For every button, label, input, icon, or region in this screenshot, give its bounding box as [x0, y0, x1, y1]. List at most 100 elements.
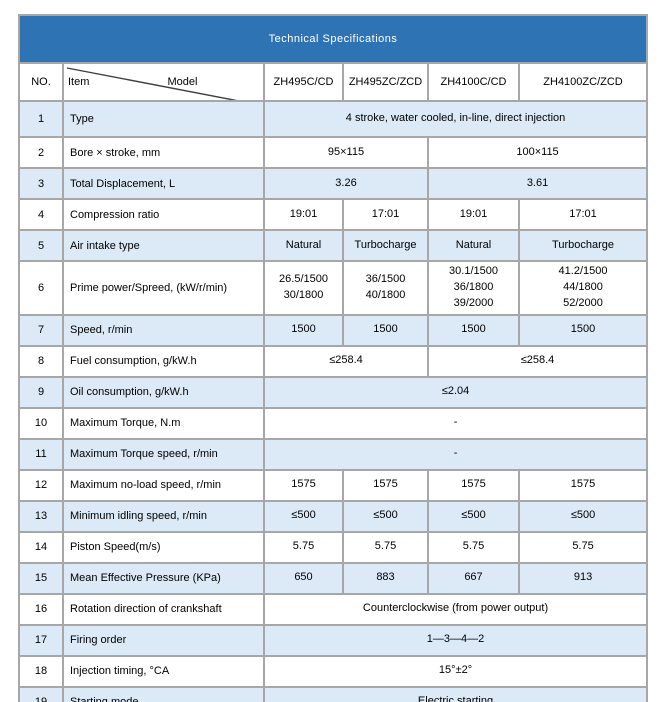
row-number-cell: 1 — [18, 100, 64, 138]
item-label-cell: Speed, r/min — [62, 313, 265, 347]
spec-value-cell: 913 — [517, 561, 649, 595]
row-number-cell: 5 — [18, 229, 64, 262]
spec-row: 11 Maximum Torque speed, r/min - — [18, 437, 649, 471]
spec-value-cell: 1575 — [517, 468, 649, 502]
spec-row: 7 Speed, r/min 1500 1500 1500 1500 — [18, 313, 649, 347]
spec-table-body: 1 Type 4 stroke, water cooled, in-line, di… — [18, 100, 649, 702]
spec-row: 1 Type 4 stroke, water cooled, in-line, di… — [18, 100, 649, 138]
spec-row: 10 Maximum Torque, N.m - — [18, 406, 649, 440]
row-number-cell: 7 — [18, 313, 64, 347]
item-label-cell: Minimum idling speed, r/min — [62, 499, 265, 533]
spec-row: 16 Rotation direction of crankshaft Counte… — [18, 592, 649, 626]
column-header-model-2: ZH495ZC/ZCD — [342, 62, 429, 102]
spec-value-cell: ≤500 — [427, 499, 520, 533]
row-number-cell: 4 — [18, 198, 64, 231]
spec-row: 12 Maximum no-load speed, r/min 1575 1575 15… — [18, 468, 649, 502]
model-header-label: Model — [167, 76, 198, 88]
column-header-model-1: ZH495C/CD — [263, 62, 344, 102]
spec-value-cell: 15°±2° — [262, 654, 649, 688]
spec-value-cell: 17:01 — [517, 198, 649, 231]
spec-value-cell: 1500 — [427, 313, 520, 347]
row-number-cell: 3 — [18, 167, 64, 200]
spec-value-cell: 1—3—4—2 — [262, 623, 649, 657]
spec-value-cell: 30.1/1500 36/1800 39/2000 — [427, 260, 520, 316]
item-label-cell: Prime power/Spreed, (kW/r/min) — [62, 260, 265, 316]
column-header-row: NO. Item Model ZH495C/CD ZH495ZC/ZCD ZH4… — [18, 62, 649, 102]
spec-row: 14 Piston Speed(m/s) 5.75 5.75 5.75 5.75 — [18, 530, 649, 564]
spec-value-cell: 19:01 — [427, 198, 520, 231]
item-label-cell: Bore × stroke, mm — [62, 136, 265, 169]
spec-row: 4 Compression ratio 19:01 17:01 19:01 17:01 — [18, 198, 649, 231]
spec-value-cell: 26.5/1500 30/1800 — [263, 260, 344, 316]
item-label-cell: Starting mode — [62, 685, 265, 702]
spec-value-cell: ≤500 — [263, 499, 344, 533]
spec-value-cell: 5.75 — [263, 530, 344, 564]
item-label-cell: Rotation direction of crankshaft — [62, 592, 265, 626]
row-number-cell: 13 — [18, 499, 64, 533]
row-number-cell: 11 — [18, 437, 64, 471]
spec-row: 3 Total Displacement, L 3.26 3.61 — [18, 167, 649, 200]
spec-value-cell: Turbocharge — [517, 229, 649, 262]
spec-row: 15 Mean Effective Pressure (KPa) 650 883 667… — [18, 561, 649, 595]
item-label-cell: Maximum Torque, N.m — [62, 406, 265, 440]
spec-value-cell: 95×115 — [263, 136, 429, 169]
spec-row: 18 Injection timing, °CA 15°±2° — [18, 654, 649, 688]
column-header-no: NO. — [18, 62, 64, 102]
spec-value-cell: ≤2.04 — [262, 375, 649, 409]
spec-row: 6 Prime power/Spreed, (kW/r/min) 26.5/1500… — [18, 260, 649, 316]
spec-value-cell: ≤258.4 — [263, 344, 429, 378]
spec-value-cell: 5.75 — [342, 530, 429, 564]
spec-row: 13 Minimum idling speed, r/min ≤500 ≤500 ≤50… — [18, 499, 649, 533]
row-number-cell: 17 — [18, 623, 64, 657]
spec-value-cell: ≤500 — [517, 499, 649, 533]
row-number-cell: 2 — [18, 136, 64, 169]
row-number-cell: 12 — [18, 468, 64, 502]
spec-value-cell: Turbocharge — [342, 229, 429, 262]
spec-value-cell: 1575 — [342, 468, 429, 502]
spec-value-cell: 1500 — [342, 313, 429, 347]
spec-value-cell: 1500 — [517, 313, 649, 347]
spec-value-cell: 3.26 — [263, 167, 429, 200]
spec-value-cell: 650 — [263, 561, 344, 595]
row-number-cell: 15 — [18, 561, 64, 595]
spec-value-cell: 5.75 — [517, 530, 649, 564]
spec-row: 9 Oil consumption, g/kW.h ≤2.04 — [18, 375, 649, 409]
spec-value-cell: 1575 — [427, 468, 520, 502]
spec-value-cell: 5.75 — [427, 530, 520, 564]
spec-value-cell: Natural — [263, 229, 344, 262]
item-header-label: Item — [68, 76, 90, 88]
diagonal-divider-line — [64, 64, 263, 100]
row-number-cell: 16 — [18, 592, 64, 626]
row-number-cell: 8 — [18, 344, 64, 378]
item-label-cell: Total Displacement, L — [62, 167, 265, 200]
spec-value-cell: 4 stroke, water cooled, in-line, direct … — [262, 100, 649, 138]
page-title: Technical Specifications — [17, 14, 649, 64]
spec-value-cell: Natural — [427, 229, 520, 262]
spec-value-cell: 19:01 — [263, 198, 344, 231]
row-number-cell: 9 — [18, 375, 64, 409]
column-header-model-4: ZH4100ZC/ZCD — [517, 62, 649, 102]
spec-value-cell: ≤500 — [342, 499, 429, 533]
item-label-cell: Maximum Torque speed, r/min — [62, 437, 265, 471]
spec-row: 19Starting modeElectric starting — [18, 685, 649, 702]
spec-value-cell: 1575 — [263, 468, 344, 502]
row-number-cell: 19 — [18, 685, 64, 702]
spec-value-cell: - — [262, 406, 649, 440]
spec-value-cell: ≤258.4 — [426, 344, 649, 378]
spec-value-cell: 667 — [427, 561, 520, 595]
item-label-cell: Maximum no-load speed, r/min — [62, 468, 265, 502]
spec-value-cell: 3.61 — [426, 167, 649, 200]
column-header-model-3: ZH4100C/CD — [427, 62, 520, 102]
spec-value-cell: 17:01 — [342, 198, 429, 231]
spec-value-cell: 1500 — [263, 313, 344, 347]
item-label-cell: Firing order — [62, 623, 265, 657]
row-number-cell: 14 — [18, 530, 64, 564]
spec-value-cell: 883 — [342, 561, 429, 595]
spec-row: 2 Bore × stroke, mm 95×115 100×115 — [18, 136, 649, 169]
item-label-cell: Fuel consumption, g/kW.h — [62, 344, 265, 378]
spec-row: 5 Air intake type Natural Turbocharge Natura… — [18, 229, 649, 262]
item-label-cell: Compression ratio — [62, 198, 265, 231]
row-number-cell: 18 — [18, 654, 64, 688]
spec-value-cell: 36/1500 40/1800 — [342, 260, 429, 316]
